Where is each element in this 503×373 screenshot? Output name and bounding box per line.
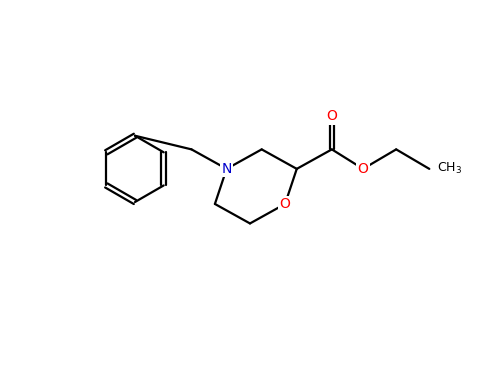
Text: CH$_3$: CH$_3$ [437,162,462,176]
Text: O: O [358,162,369,176]
Text: O: O [326,109,338,123]
Text: N: N [221,162,232,176]
Text: O: O [280,197,291,211]
